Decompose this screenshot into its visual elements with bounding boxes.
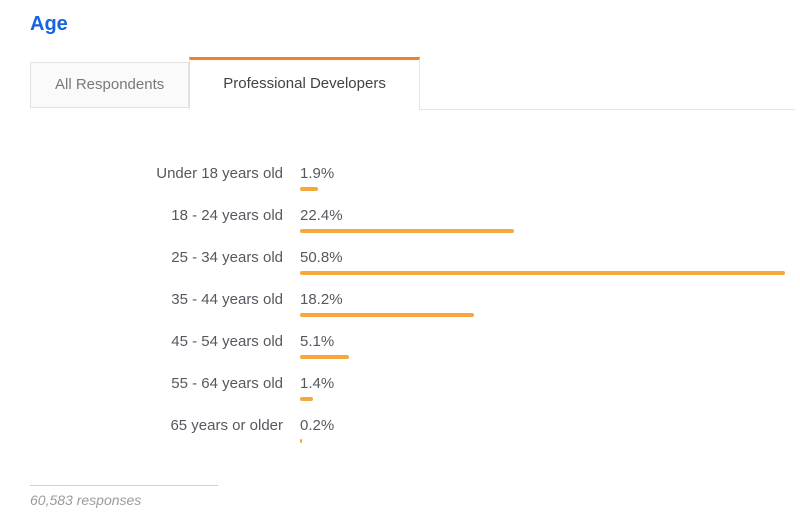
value-label: 1.4% [300,375,335,392]
footer-divider [30,485,218,486]
row-data: 18.2% [300,291,474,317]
category-label: 65 years or older [170,417,283,434]
page-title: Age [30,13,68,35]
row-data: 1.9% [300,165,334,191]
category-label: 35 - 44 years old [171,291,283,308]
value-label: 5.1% [300,333,335,350]
value-label: 22.4% [300,207,343,224]
value-label: 50.8% [300,249,343,266]
chart-row: 35 - 44 years old 18.2% [30,291,795,317]
category-label: 45 - 54 years old [171,333,283,350]
value-label: 0.2% [300,417,335,434]
row-data: 22.4% [300,207,514,233]
bar [300,271,785,275]
bar [300,355,349,359]
bar [300,439,302,443]
tab-strip: All Respondents Professional Developers [30,57,795,110]
chart-row: 55 - 64 years old 1.4% [30,375,795,401]
bar [300,313,474,317]
category-label: 18 - 24 years old [171,207,283,224]
survey-section: Age All Respondents Professional Develop… [30,13,795,509]
row-data: 1.4% [300,375,334,401]
chart-row: 25 - 34 years old 50.8% [30,249,795,275]
age-chart: Under 18 years old 1.9% 18 - 24 years ol… [30,165,795,443]
chart-row: Under 18 years old 1.9% [30,165,795,191]
category-label: 25 - 34 years old [171,249,283,266]
value-label: 18.2% [300,291,343,308]
tab-all-respondents[interactable]: All Respondents [30,62,190,108]
tab-professional-developers[interactable]: Professional Developers [189,57,420,110]
bar [300,187,318,191]
response-count: 60,583 responses [30,492,142,508]
row-data: 0.2% [300,417,334,443]
tab-strip-filler [419,109,795,110]
chart-row: 18 - 24 years old 22.4% [30,207,795,233]
chart-row: 45 - 54 years old 5.1% [30,333,795,359]
bar [300,397,313,401]
category-label: Under 18 years old [156,165,283,182]
row-data: 5.1% [300,333,349,359]
value-label: 1.9% [300,165,335,182]
category-label: 55 - 64 years old [171,375,283,392]
chart-row: 65 years or older 0.2% [30,417,795,443]
row-data: 50.8% [300,249,785,275]
footer: 60,583 responses [30,485,795,509]
bar [300,229,514,233]
